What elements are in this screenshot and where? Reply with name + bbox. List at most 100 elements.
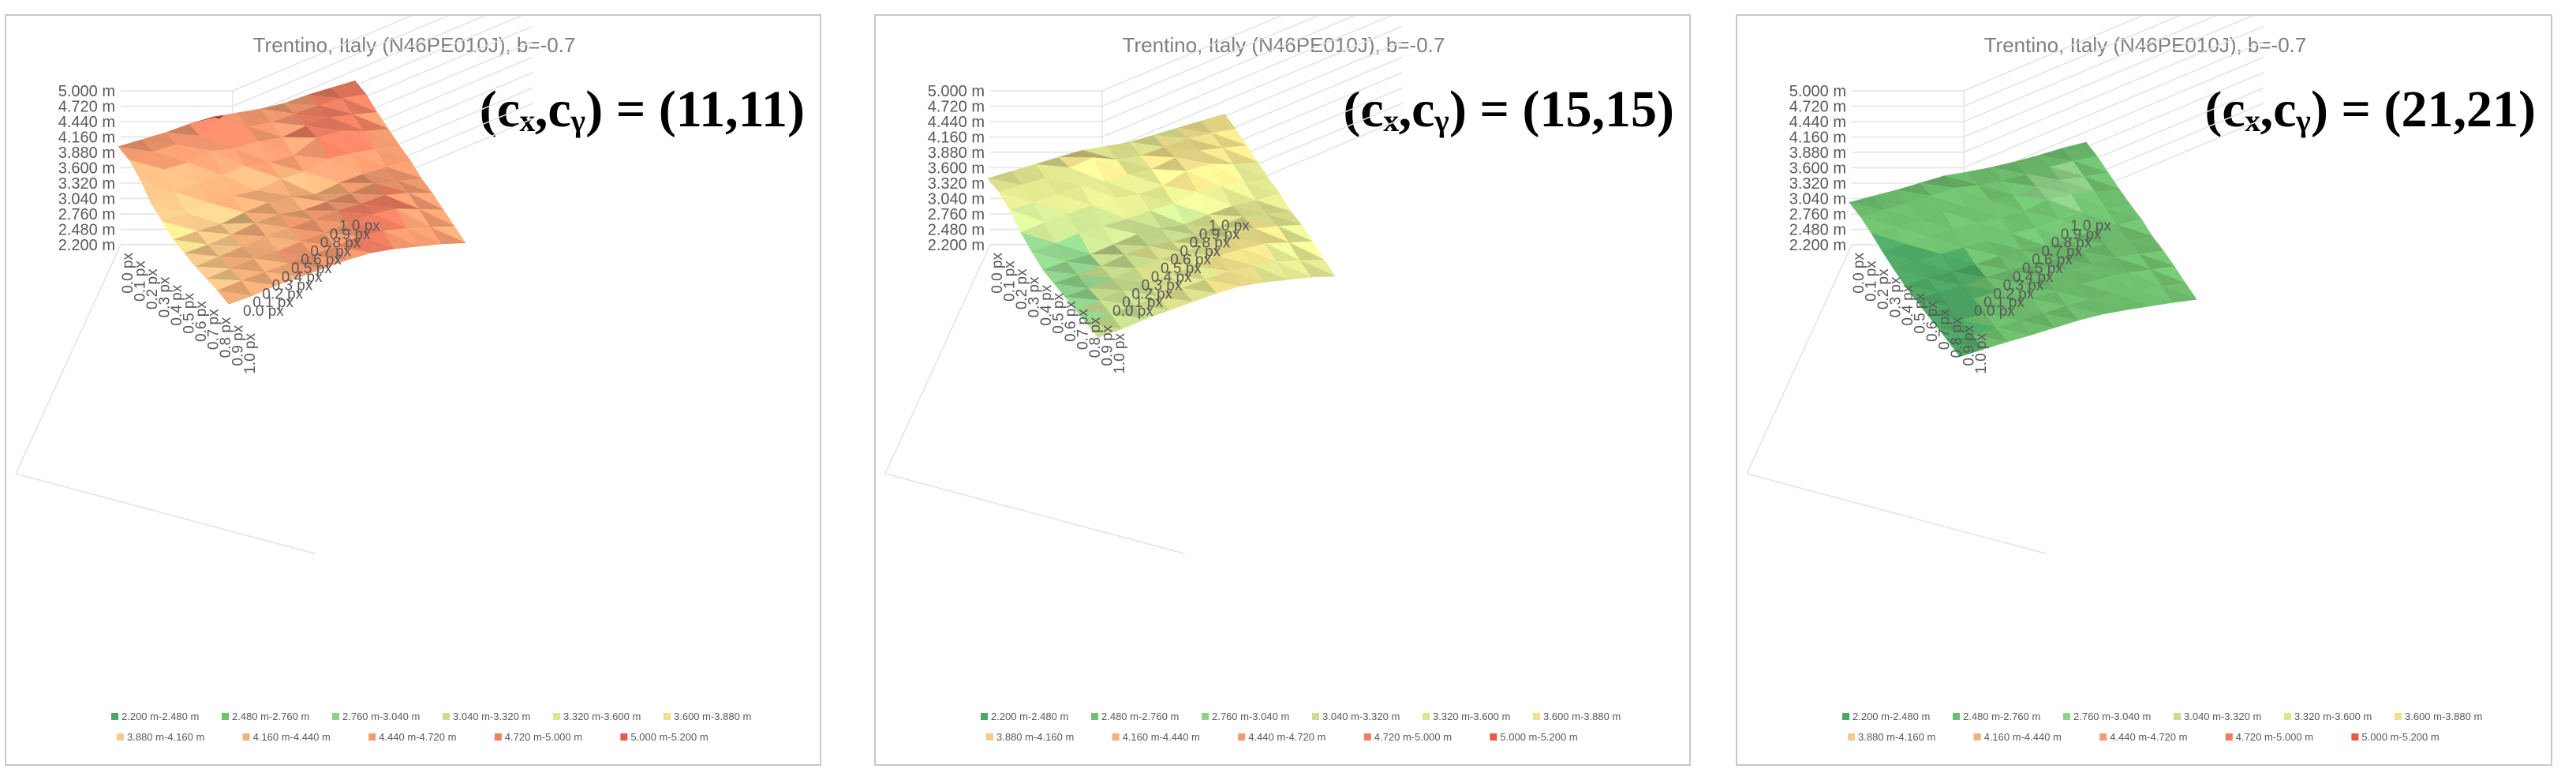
x-tick-label: 0.6 px xyxy=(193,301,210,342)
surface-facet xyxy=(1157,296,1194,311)
surface-facet xyxy=(1134,305,1170,320)
z-tick-label: 4.720 m xyxy=(928,99,985,116)
y-tick-label: 0.0 px xyxy=(1974,303,2015,320)
surface-facet xyxy=(1252,264,1288,283)
x-tick-label: 0.7 px xyxy=(1075,309,1092,350)
x-tick-label: 0.8 px xyxy=(1949,317,1965,358)
legend: 2.200 m-2.480 m 2.480 m-2.760 m 2.760 m-3.… xyxy=(1842,711,2482,743)
z-tick-label: 3.600 m xyxy=(58,160,115,178)
x-tick-label: 0.4 px xyxy=(1038,284,1055,325)
z-tick-label: 4.720 m xyxy=(1789,99,1846,116)
z-tick-label: 4.160 m xyxy=(1789,129,1846,147)
surface-facet xyxy=(1110,313,1147,329)
y-tick-label: 0.1 px xyxy=(252,294,293,311)
surface-facet xyxy=(312,254,348,269)
x-tick-label: 0.7 px xyxy=(1937,309,1953,350)
legend-swatch xyxy=(1953,713,1960,720)
legend-swatch xyxy=(1363,733,1371,741)
legend-entry: 5.000 m-5.200 m xyxy=(2361,731,2439,743)
z-tick-label: 5.000 m xyxy=(58,83,115,100)
z-tick-label: 2.200 m xyxy=(58,237,115,254)
y-tick-label: 0.4 px xyxy=(282,269,323,286)
legend-swatch xyxy=(1312,713,1319,720)
y-tick-label: 0.9 px xyxy=(330,227,371,243)
legend-swatch xyxy=(1238,733,1246,741)
surface-facet xyxy=(288,263,324,278)
legend-entry: 4.440 m-4.720 m xyxy=(2110,731,2187,743)
y-tick-label: 0.2 px xyxy=(262,286,303,302)
y-tick-label: 0.5 px xyxy=(2022,261,2063,277)
legend-swatch xyxy=(1848,733,1855,741)
y-tick-label: 1.0 px xyxy=(2070,218,2111,234)
legend-swatch xyxy=(553,713,560,720)
surface-facet xyxy=(1086,323,1123,338)
z-tick-label: 4.160 m xyxy=(58,129,115,147)
z-tick-label: 2.480 m xyxy=(1789,222,1846,239)
z-tick-label: 4.720 m xyxy=(58,99,115,116)
chart-panel-2: Trentino, Italy (N46PE010J), b=-0.7 (cₓ,c… xyxy=(874,14,1691,766)
z-tick-label: 3.600 m xyxy=(928,160,985,178)
legend-swatch xyxy=(2174,713,2181,720)
z-tick-label: 2.480 m xyxy=(58,222,115,239)
z-tick-label: 3.880 m xyxy=(928,144,985,162)
x-tick-label: 0.7 px xyxy=(206,309,222,350)
parameter-annotation: (cₓ,cᵧ) = (21,21) xyxy=(2204,81,2536,138)
legend-entry: 4.440 m-4.720 m xyxy=(379,731,456,743)
z-tick-label: 3.040 m xyxy=(1789,191,1846,208)
x-tick-label: 0.5 px xyxy=(1051,293,1067,334)
z-tick-label: 3.040 m xyxy=(58,191,115,208)
legend-entry: 4.440 m-4.720 m xyxy=(1248,731,1325,743)
z-tick-label: 3.040 m xyxy=(928,191,985,208)
surface-facet xyxy=(2066,306,2103,321)
y-tick-label: 0.7 px xyxy=(310,243,351,260)
surface-facet xyxy=(2019,320,2055,336)
y-tick-label: 0.8 px xyxy=(1190,235,1231,252)
legend-swatch xyxy=(986,733,993,741)
legend-entry: 3.880 m-4.160 m xyxy=(1858,731,1935,743)
parameter-annotation: (cₓ,cᵧ) = (11,11) xyxy=(480,81,805,138)
surface xyxy=(118,80,466,305)
x-tick-label: 0.2 px xyxy=(1875,268,1892,309)
x-tick-label: 0.0 px xyxy=(989,253,1006,294)
x-tick-label: 0.3 px xyxy=(157,276,174,317)
legend-entry: 3.600 m-3.880 m xyxy=(674,711,751,722)
z-tick-label: 2.760 m xyxy=(928,206,985,223)
z-tick-label: 4.160 m xyxy=(928,129,985,147)
legend-swatch xyxy=(1533,713,1540,720)
legend-entry: 3.040 m-3.320 m xyxy=(2184,711,2261,722)
z-tick-label: 2.200 m xyxy=(928,237,985,254)
x-tick-label: 0.2 px xyxy=(144,268,161,309)
legend-entry: 5.000 m-5.200 m xyxy=(630,731,708,743)
y-tick-label: 0.5 px xyxy=(1161,261,1202,277)
x-tick-label: 0.1 px xyxy=(1002,261,1019,302)
x-tick-label: 0.8 px xyxy=(1087,317,1104,358)
legend-swatch xyxy=(117,733,124,741)
y-tick-label: 0.2 px xyxy=(1131,286,1172,302)
surface-facet xyxy=(2137,288,2174,307)
legend-swatch xyxy=(2099,733,2107,741)
x-tick-label: 0.5 px xyxy=(1912,293,1929,334)
surface-facet xyxy=(2161,286,2197,303)
surface xyxy=(1849,141,2197,357)
y-tick-label: 0.4 px xyxy=(2013,269,2054,286)
legend-swatch xyxy=(664,713,671,720)
legend-entry: 2.200 m-2.480 m xyxy=(122,711,199,722)
legend-entry: 2.760 m-3.040 m xyxy=(2073,711,2151,722)
legend-swatch xyxy=(2284,713,2291,720)
legend-swatch xyxy=(2351,733,2359,741)
legend-entry: 3.880 m-4.160 m xyxy=(996,731,1074,743)
legend-swatch xyxy=(222,713,229,720)
surface-facet xyxy=(1205,279,1241,294)
z-tick-label: 2.480 m xyxy=(928,222,985,239)
x-tick-label: 0.9 px xyxy=(1961,324,1978,366)
z-tick-label: 3.320 m xyxy=(1789,175,1846,193)
legend-entry: 3.320 m-3.600 m xyxy=(563,711,641,722)
legend-swatch xyxy=(368,733,376,741)
surface-facet xyxy=(1228,270,1265,287)
y-tick-label: 0.7 px xyxy=(2041,243,2082,260)
legend-entry: 3.320 m-3.600 m xyxy=(1433,711,1510,722)
surface-facet xyxy=(217,290,253,305)
z-tick-label: 2.200 m xyxy=(1789,237,1846,254)
x-tick-label: 0.8 px xyxy=(218,317,234,358)
y-tick-label: 0.3 px xyxy=(1142,278,1183,294)
